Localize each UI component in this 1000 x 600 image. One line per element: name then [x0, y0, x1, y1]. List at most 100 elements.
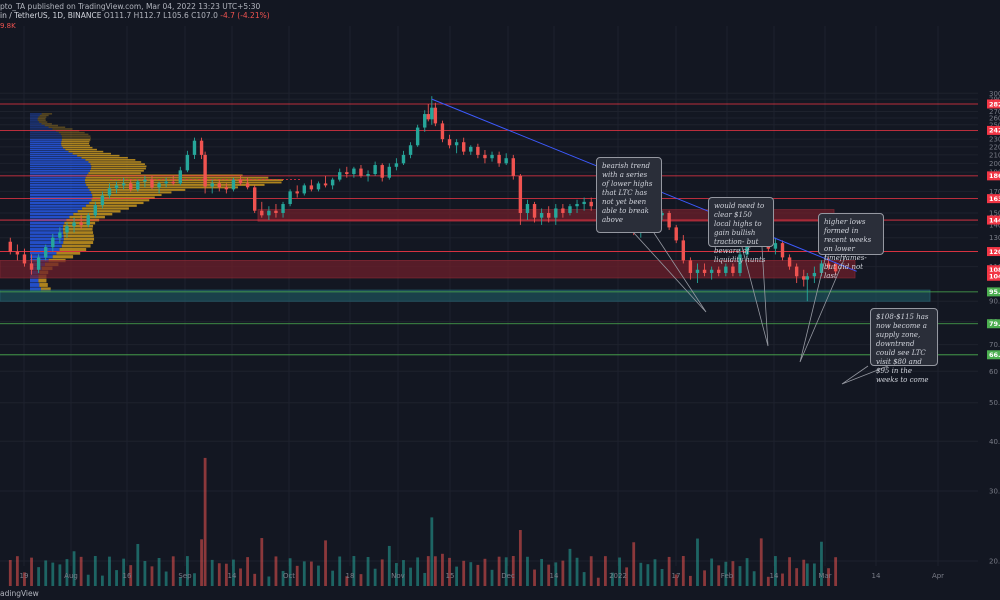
volume-profile-bar: [30, 124, 45, 127]
volume-bar: [752, 571, 756, 586]
candle-body: [281, 204, 285, 214]
volume-profile-bar: [61, 244, 91, 248]
volume-profile-bar: [63, 241, 94, 244]
volume-profile-bar: [60, 133, 89, 136]
volume-profile-bar: [30, 126, 49, 129]
candle-body: [554, 208, 558, 218]
annotation-note[interactable]: $108-$115 has now become a supply zone, …: [870, 308, 938, 384]
candle-body: [245, 183, 250, 188]
symbol-ohlc-line: in / TetherUS, 1D, BINANCE O111.7 H112.7…: [0, 11, 270, 20]
volume-bar: [476, 564, 480, 586]
candle-body: [29, 263, 34, 270]
volume-profile-bar: [30, 221, 65, 225]
volume-bar: [724, 561, 728, 586]
time-axis-tick-label: 17: [672, 572, 681, 580]
volume-bar: [302, 561, 306, 586]
price-level-badge: [987, 215, 1000, 225]
demand-zone: [0, 289, 931, 302]
time-axis-tick-label: 14: [770, 572, 779, 580]
annotation-pointer: [741, 246, 769, 347]
annotation-note[interactable]: higher lows formed in recent weeks on lo…: [818, 213, 884, 280]
price-level-badge: [987, 319, 1000, 329]
candle-body: [794, 266, 799, 277]
tradingview-logo[interactable]: adingView: [0, 589, 39, 598]
price-level-badge: [987, 247, 1000, 257]
volume-profile-bar: [86, 183, 265, 186]
volume-bar: [193, 573, 196, 586]
volume-profile-bar: [61, 142, 90, 145]
volume-profile-bar: [30, 172, 89, 174]
volume-profile-bar: [30, 137, 63, 139]
volume-profile-bar: [37, 118, 46, 120]
price-axis-tick-label: 270: [989, 108, 1000, 116]
volume-profile-bar: [30, 199, 92, 202]
volume-bar: [150, 566, 154, 586]
candle-body: [497, 154, 501, 164]
candle-body: [504, 158, 508, 164]
volume-bar: [338, 556, 342, 586]
volume-bar: [58, 564, 62, 586]
volume-profile-bar: [62, 228, 93, 231]
annotation-note[interactable]: would need to clear $150 local highs to …: [708, 197, 774, 264]
candle-body: [695, 269, 700, 273]
volume-profile-bar: [81, 156, 128, 159]
volume-bar: [430, 517, 434, 586]
volume-bar: [738, 566, 742, 586]
publisher-text: pto_TA published on TradingView.com, Mar…: [0, 2, 261, 11]
candle-body: [454, 142, 459, 146]
candle-body: [157, 183, 161, 188]
candle-body: [688, 260, 693, 273]
volume-bars: [8, 457, 838, 586]
candle-body: [812, 272, 817, 277]
candle-body: [323, 183, 328, 186]
volume-profile-bar: [30, 148, 66, 151]
volume-profile-bar: [91, 165, 147, 168]
volume-profile-bar: [89, 201, 144, 205]
candle-body: [773, 243, 778, 249]
volume-bar: [15, 556, 19, 586]
candle-body: [15, 251, 20, 255]
volume-profile-bar: [30, 139, 62, 141]
volume-bar: [433, 556, 437, 586]
volume-profile-bar: [30, 251, 57, 255]
volume-profile-bar: [58, 131, 85, 134]
candle-body: [469, 146, 473, 152]
candle-body: [345, 172, 349, 175]
annotation-note[interactable]: bearish trend with a series of lower hig…: [596, 157, 662, 233]
volume-bar: [462, 560, 466, 586]
annotation-text: $108-$115 has now become a supply zone, …: [876, 313, 929, 384]
volume-profile-bar: [30, 210, 78, 213]
volume-bar: [639, 562, 643, 586]
candle-body: [802, 276, 806, 280]
volume-bar: [568, 548, 572, 586]
volume-profile-bar: [30, 183, 87, 186]
volume-profile-bar: [52, 128, 73, 130]
price-level-label: 282: [989, 100, 1000, 108]
volume-bar: [426, 556, 430, 586]
volume-profile-bar: [30, 234, 64, 238]
candle-body: [731, 266, 735, 273]
candle-body: [387, 166, 392, 178]
candle-body: [121, 183, 126, 186]
candle-body: [745, 240, 749, 255]
volume-bar: [210, 559, 214, 586]
volume-profile-bar: [30, 193, 93, 197]
volume-profile-bar: [30, 207, 83, 210]
volume-profile-bar: [61, 139, 91, 141]
volume-profile-bar: [56, 251, 81, 255]
volume-bar: [345, 576, 349, 586]
volume-profile-bar: [30, 141, 62, 143]
time-axis-tick-label: 14: [550, 572, 559, 580]
candle-body: [702, 269, 707, 273]
volume-bar: [596, 577, 600, 586]
price-axis-background: [978, 26, 1000, 574]
volume-bar: [317, 565, 320, 586]
candle-body: [238, 179, 243, 184]
volume-bar: [157, 557, 161, 586]
price-level-badge: [987, 125, 1000, 135]
volume-bar: [409, 567, 412, 586]
volume-bar: [72, 551, 76, 586]
volume-bar: [561, 560, 565, 586]
